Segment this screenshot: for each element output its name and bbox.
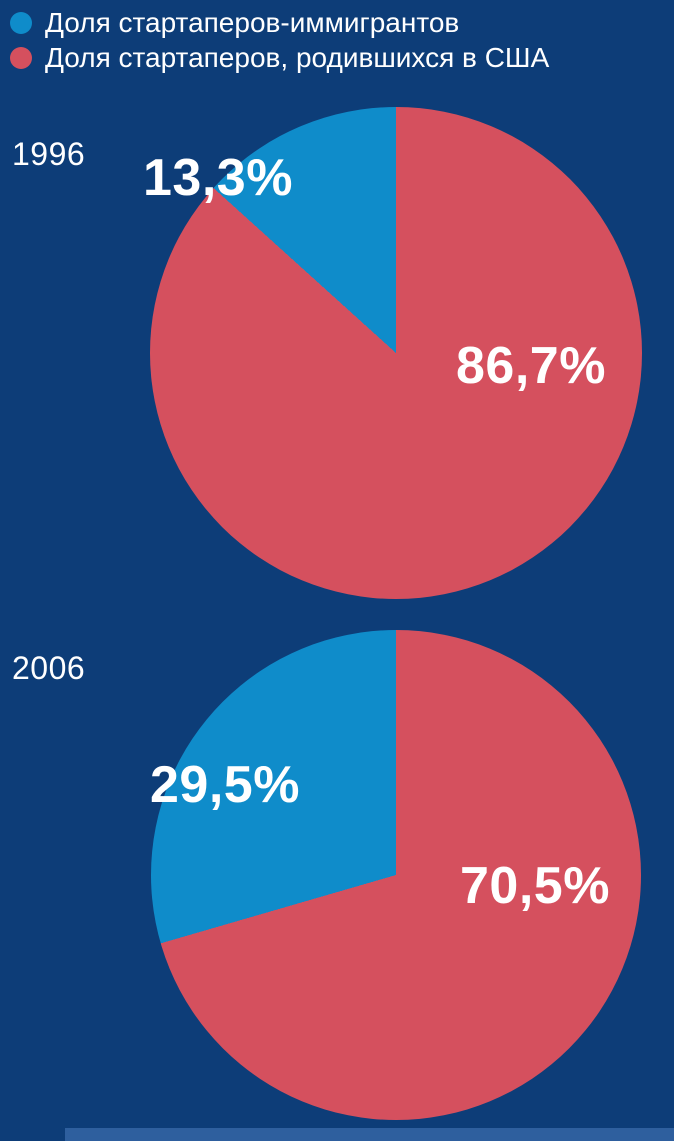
slice-label-us-born-1996: 86,7% <box>456 337 606 395</box>
pie-chart-1996 <box>150 107 642 599</box>
slice-label-us-born-2006: 70,5% <box>460 857 610 915</box>
legend: Доля стартаперов-иммигрантов Доля старта… <box>10 5 549 75</box>
legend-label-us-born: Доля стартаперов, родившихся в США <box>45 42 550 73</box>
year-label-1996: 1996 <box>12 136 86 172</box>
legend-item-immigrants: Доля стартаперов-иммигрантов <box>10 5 549 40</box>
slice-label-immigrants-1996: 13,3% <box>143 149 293 207</box>
legend-item-us-born: Доля стартаперов, родившихся в США <box>10 40 549 75</box>
pie-chart-2006 <box>151 630 641 1120</box>
legend-swatch-immigrants-icon <box>10 11 32 34</box>
year-label-2006: 2006 <box>12 650 86 686</box>
legend-label-immigrants: Доля стартаперов-иммигрантов <box>45 7 460 38</box>
legend-swatch-us-born-icon <box>10 46 32 69</box>
footer-strip <box>65 1128 674 1141</box>
slice-label-immigrants-2006: 29,5% <box>150 756 300 814</box>
